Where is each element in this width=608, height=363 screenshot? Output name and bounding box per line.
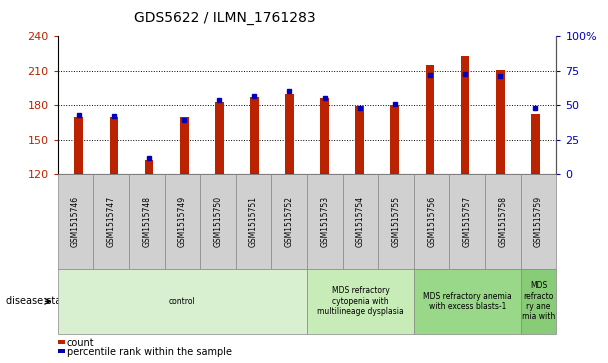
Bar: [250, 97, 259, 174]
Text: GSM1515756: GSM1515756: [427, 196, 436, 247]
Bar: [531, 114, 540, 174]
Bar: [180, 117, 188, 174]
Text: MDS
refracto
ry ane
mia with: MDS refracto ry ane mia with: [522, 281, 555, 321]
Text: GDS5622 / ILMN_1761283: GDS5622 / ILMN_1761283: [134, 11, 316, 25]
Text: GSM1515753: GSM1515753: [320, 196, 330, 247]
Bar: [390, 105, 399, 174]
Bar: [215, 102, 224, 174]
Text: GSM1515758: GSM1515758: [499, 196, 508, 247]
Text: GSM1515746: GSM1515746: [71, 196, 80, 247]
Text: GSM1515749: GSM1515749: [178, 196, 187, 247]
Bar: [496, 70, 505, 174]
Text: GSM1515755: GSM1515755: [392, 196, 401, 247]
Bar: [355, 106, 364, 174]
Text: MDS refractory anemia
with excess blasts-1: MDS refractory anemia with excess blasts…: [423, 291, 512, 311]
Bar: [461, 56, 469, 174]
Text: GSM1515759: GSM1515759: [534, 196, 543, 247]
Text: GSM1515750: GSM1515750: [213, 196, 223, 247]
Text: disease state: disease state: [6, 296, 71, 306]
Bar: [285, 94, 294, 174]
Text: GSM1515754: GSM1515754: [356, 196, 365, 247]
Text: control: control: [169, 297, 196, 306]
Text: MDS refractory
cytopenia with
multilineage dysplasia: MDS refractory cytopenia with multilinea…: [317, 286, 404, 316]
Text: count: count: [67, 338, 94, 348]
Text: GSM1515751: GSM1515751: [249, 196, 258, 247]
Text: GSM1515748: GSM1515748: [142, 196, 151, 247]
Bar: [109, 117, 119, 174]
Text: percentile rank within the sample: percentile rank within the sample: [67, 347, 232, 357]
Text: GSM1515757: GSM1515757: [463, 196, 472, 247]
Text: GSM1515752: GSM1515752: [285, 196, 294, 247]
Bar: [426, 65, 434, 174]
Bar: [74, 117, 83, 174]
Bar: [320, 98, 329, 174]
Bar: [145, 160, 153, 174]
Text: GSM1515747: GSM1515747: [106, 196, 116, 247]
